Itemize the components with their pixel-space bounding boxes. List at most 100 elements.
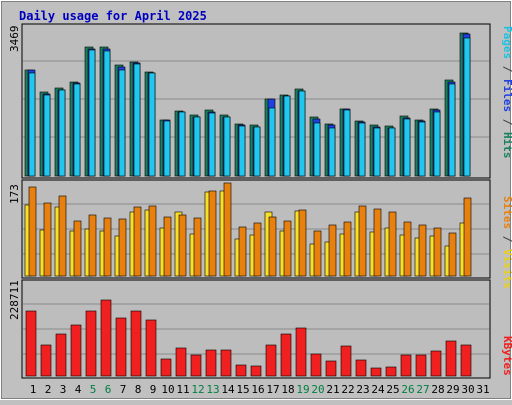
pages-bar-day-18-body [283, 95, 291, 177]
kbytes-bar-day-30 [460, 344, 472, 377]
kbytes-bar-day-28 [430, 350, 442, 377]
ylabel-part-0-3: / [501, 112, 512, 132]
pages-bar-day-26 [403, 118, 411, 177]
pages-bar-day-11 [178, 111, 186, 177]
sites-bar-day-16 [253, 222, 262, 277]
sites-bar-day-18 [283, 220, 292, 277]
pages-bar-day-29-body [448, 83, 456, 177]
sites-bar-day-17 [268, 216, 277, 277]
x-tick-label-day-10: 10 [161, 383, 174, 396]
kbytes-bar-day-26 [400, 354, 412, 377]
sites-bar-day-4 [73, 220, 82, 277]
x-tick-label-day-11: 11 [176, 383, 189, 396]
kbytes-bar-day-14 [220, 349, 232, 377]
pages-bar-day-28 [433, 111, 441, 177]
pages-bar-day-24-body [373, 127, 381, 177]
pages-bar-day-7 [118, 69, 126, 177]
sites-bar-day-25 [388, 211, 397, 277]
pages-bar-day-3 [58, 89, 66, 177]
pages-bar-day-22 [343, 109, 351, 177]
pages-bar-day-12-body [193, 116, 201, 177]
pages-bar-day-21-body [328, 127, 336, 177]
pages-bar-day-18 [283, 95, 291, 177]
x-tick-label-day-18: 18 [281, 383, 294, 396]
pages-bar-day-4 [73, 83, 81, 177]
kbytes-bar-day-20-body [310, 353, 322, 377]
kbytes-bar-day-11-body [175, 347, 187, 377]
sites-bar-day-29 [448, 232, 457, 277]
sites-bar-day-2-body [43, 202, 52, 277]
pages-bar-day-7-body [118, 69, 126, 177]
sites-bar-day-13 [208, 190, 217, 277]
x-tick-label-day-7: 7 [120, 383, 127, 396]
x-tick-label-day-20: 20 [311, 383, 324, 396]
x-tick-label-day-28: 28 [431, 383, 444, 396]
kbytes-bar-day-7-body [115, 317, 127, 377]
sites-bar-day-26 [403, 221, 412, 277]
x-tick-label-day-12: 12 [191, 383, 204, 396]
x-tick-label-day-15: 15 [236, 383, 249, 396]
kbytes-bar-day-17-body [265, 344, 277, 377]
ylabel-part-1-1: / [501, 229, 512, 249]
sites-bar-day-16-body [253, 222, 262, 277]
x-tick-label-day-9: 9 [150, 383, 157, 396]
kbytes-bar-day-10 [160, 358, 172, 377]
kbytes-bar-day-9-body [145, 319, 157, 377]
kbytes-bar-day-5 [85, 310, 97, 377]
kbytes-bar-day-3-body [55, 333, 67, 377]
x-tick-label-day-2: 2 [45, 383, 52, 396]
pages-bar-day-17-body [268, 107, 276, 177]
pages-bar-day-23-body [358, 122, 366, 177]
kbytes-bar-day-29 [445, 340, 457, 377]
pages-bar-day-15-body [238, 125, 246, 177]
sites-bar-day-21-body [328, 224, 337, 277]
pages-bar-day-29 [448, 83, 456, 177]
chart-title: Daily usage for April 2025 [19, 9, 207, 23]
x-tick-label-day-26: 26 [401, 383, 414, 396]
kbytes-bar-day-27 [415, 354, 427, 377]
sites-bar-day-10-body [163, 216, 172, 277]
sites-bar-day-27 [418, 224, 427, 277]
sites-bar-day-28-body [433, 227, 442, 277]
kbytes-bar-day-26-body [400, 354, 412, 377]
ylabel-part-0-4: Hits [501, 132, 512, 159]
sites-bar-day-25-body [388, 211, 397, 277]
sites-bar-day-5 [88, 214, 97, 277]
kbytes-panel-ylabel: KBytes [501, 336, 512, 376]
kbytes-bar-day-16 [250, 365, 262, 377]
kbytes-bar-day-12 [190, 354, 202, 377]
pages-bar-day-8 [133, 63, 141, 177]
kbytes-bar-day-24 [370, 367, 382, 377]
x-tick-label-day-27: 27 [416, 383, 429, 396]
sites-bar-day-8-body [133, 206, 142, 277]
x-tick-label-day-17: 17 [266, 383, 279, 396]
kbytes-bar-day-12-body [190, 354, 202, 377]
sites-bar-day-3-body [58, 195, 67, 277]
pages-bar-day-20 [313, 122, 321, 177]
sites-bar-day-19-body [298, 209, 307, 277]
kbytes-bar-day-25 [385, 366, 397, 377]
kbytes-bar-day-4 [70, 324, 82, 377]
ylabel-part-1-0: Sites [501, 196, 512, 229]
sites-bar-day-3 [58, 195, 67, 277]
pages-bar-day-17 [268, 107, 276, 177]
pages-bar-day-10 [163, 120, 171, 177]
pages-bar-day-1-body [28, 72, 36, 177]
pages-bar-day-5-body [88, 49, 96, 177]
hits-ymax-label: 3469 [8, 26, 21, 53]
pages-bar-day-22-body [343, 109, 351, 177]
kbytes-bar-day-2-body [40, 344, 52, 377]
x-tick-label-day-3: 3 [60, 383, 67, 396]
sites-bar-day-12 [193, 217, 202, 277]
pages-bar-day-25-body [388, 127, 396, 177]
x-tick-label-day-24: 24 [371, 383, 385, 396]
sites-bar-day-5-body [88, 214, 97, 277]
pages-bar-day-13-body [208, 112, 216, 177]
visits-ymax-label: 173 [8, 184, 21, 204]
pages-bar-day-19-body [298, 90, 306, 177]
visits-panel-ylabel: Sites / Visits [501, 196, 512, 289]
sites-bar-day-7-body [118, 218, 127, 277]
sites-bar-day-24-body [373, 208, 382, 277]
sites-bar-day-21 [328, 224, 337, 277]
kbytes-bar-day-30-body [460, 344, 472, 377]
